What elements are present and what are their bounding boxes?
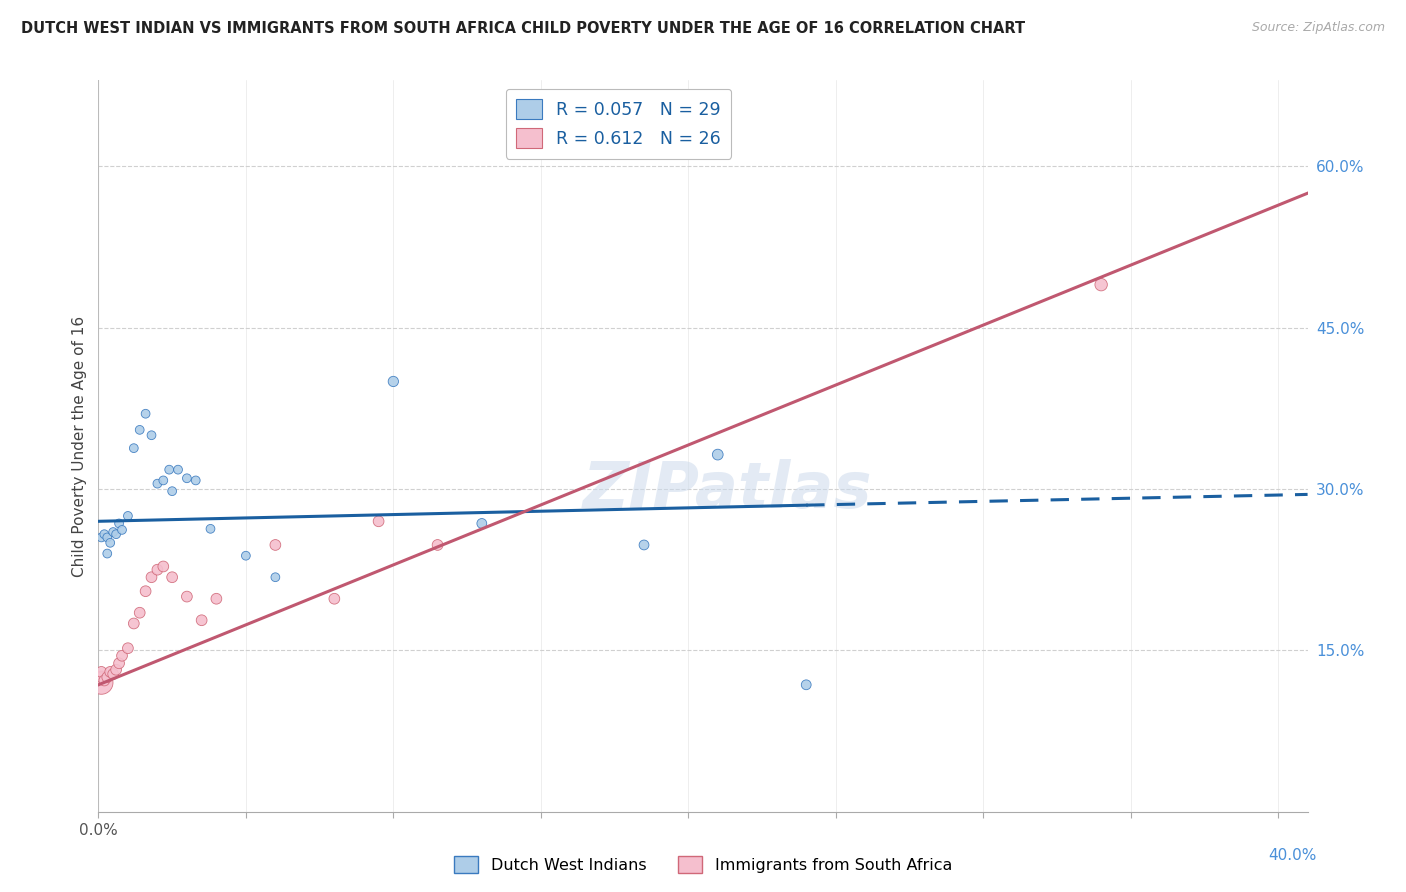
Point [633, 538, 655, 552]
Point [794, 678, 817, 692]
Point [205, 591, 228, 606]
Point [96, 530, 118, 544]
Point [264, 570, 287, 584]
Point [90, 675, 112, 690]
Point [101, 667, 124, 681]
Point [167, 463, 190, 477]
Point [96, 670, 118, 684]
Point [117, 508, 139, 523]
Point [160, 484, 183, 499]
Point [90, 670, 112, 684]
Point [152, 474, 174, 488]
Point [111, 648, 134, 663]
Point [160, 570, 183, 584]
Point [98, 665, 121, 679]
Point [141, 570, 163, 584]
Point [146, 563, 169, 577]
Point [135, 584, 157, 599]
Point [90, 530, 112, 544]
Point [90, 665, 112, 679]
Point [128, 423, 150, 437]
Point [122, 616, 145, 631]
Point [105, 663, 128, 677]
Point [471, 516, 494, 531]
Point [146, 476, 169, 491]
Legend: Dutch West Indians, Immigrants from South Africa: Dutch West Indians, Immigrants from Sout… [447, 849, 959, 880]
Text: 40.0%: 40.0% [1268, 848, 1317, 863]
Point [101, 524, 124, 539]
Point [93, 673, 115, 688]
Point [128, 606, 150, 620]
Point [105, 527, 128, 541]
Point [176, 590, 198, 604]
Point [367, 514, 389, 528]
Legend: R = 0.057   N = 29, R = 0.612   N = 26: R = 0.057 N = 29, R = 0.612 N = 26 [506, 89, 731, 159]
Text: Source: ZipAtlas.com: Source: ZipAtlas.com [1251, 21, 1385, 34]
Point [382, 375, 405, 389]
Point [190, 613, 212, 627]
Point [93, 527, 115, 541]
Point [235, 549, 257, 563]
Point [1090, 277, 1112, 292]
Point [108, 516, 131, 531]
Point [117, 641, 139, 656]
Point [122, 441, 145, 455]
Y-axis label: Child Poverty Under the Age of 16: Child Poverty Under the Age of 16 [72, 316, 87, 576]
Point [111, 523, 134, 537]
Point [96, 547, 118, 561]
Point [184, 474, 207, 488]
Point [200, 522, 222, 536]
Point [264, 538, 287, 552]
Text: ZIPatlas: ZIPatlas [582, 458, 872, 521]
Point [323, 591, 346, 606]
Point [108, 657, 131, 671]
Point [176, 471, 198, 485]
Point [157, 463, 180, 477]
Point [706, 448, 728, 462]
Point [426, 538, 449, 552]
Text: DUTCH WEST INDIAN VS IMMIGRANTS FROM SOUTH AFRICA CHILD POVERTY UNDER THE AGE OF: DUTCH WEST INDIAN VS IMMIGRANTS FROM SOU… [21, 21, 1025, 36]
Point [152, 559, 174, 574]
Point [98, 536, 121, 550]
Point [141, 428, 163, 442]
Point [135, 407, 157, 421]
